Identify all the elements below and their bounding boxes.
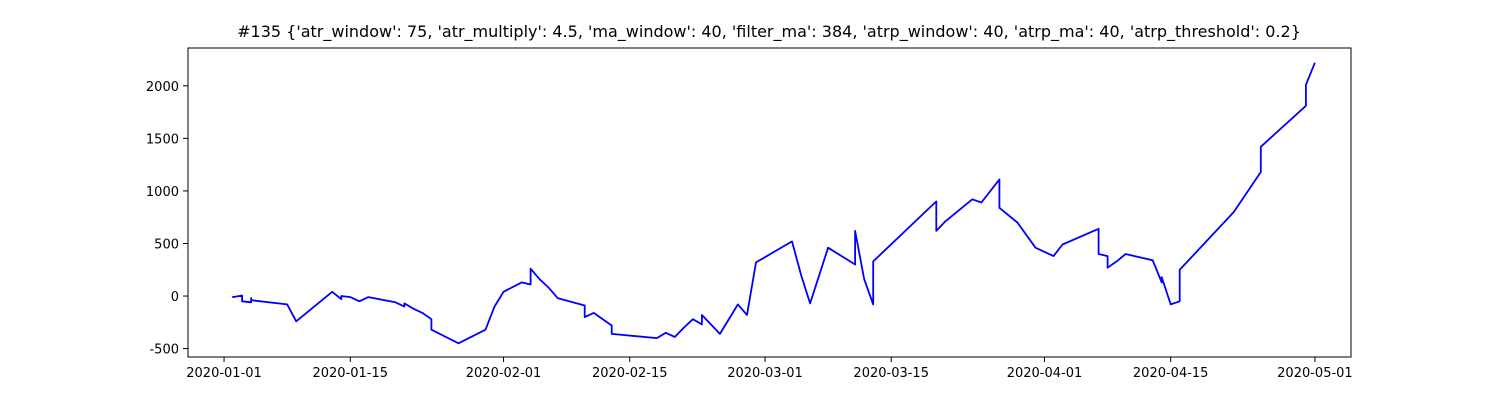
x-tick-label: 2020-03-15 xyxy=(853,366,929,381)
plot-area xyxy=(187,47,1352,358)
x-tick-label: 2020-04-15 xyxy=(1133,366,1209,381)
x-tick-label: 2020-03-01 xyxy=(727,366,803,381)
x-tick-label: 2020-02-01 xyxy=(466,366,542,381)
chart-title: #135 {'atr_window': 75, 'atr_multiply': … xyxy=(237,22,1301,41)
y-tick-label: 0 xyxy=(171,290,179,305)
x-tick-label: 2020-05-01 xyxy=(1277,366,1353,381)
y-tick-label: 1000 xyxy=(146,185,179,200)
x-tick-label: 2020-01-15 xyxy=(312,366,388,381)
x-tick-label: 2020-01-01 xyxy=(186,366,262,381)
x-tick-label: 2020-02-15 xyxy=(592,366,668,381)
y-axis: -500 0 500 1000 1500 2000 xyxy=(146,80,188,358)
y-tick-label: 2000 xyxy=(146,80,179,95)
series-layer xyxy=(232,62,1316,345)
x-axis: 2020-01-01 2020-01-15 2020-02-01 2020-02-15… xyxy=(186,357,1353,381)
y-tick-label: 1500 xyxy=(146,132,179,147)
y-tick-label: 500 xyxy=(154,237,179,252)
y-tick-label: -500 xyxy=(149,343,179,358)
x-tick-label: 2020-04-01 xyxy=(1007,366,1083,381)
series-line xyxy=(232,62,1316,345)
